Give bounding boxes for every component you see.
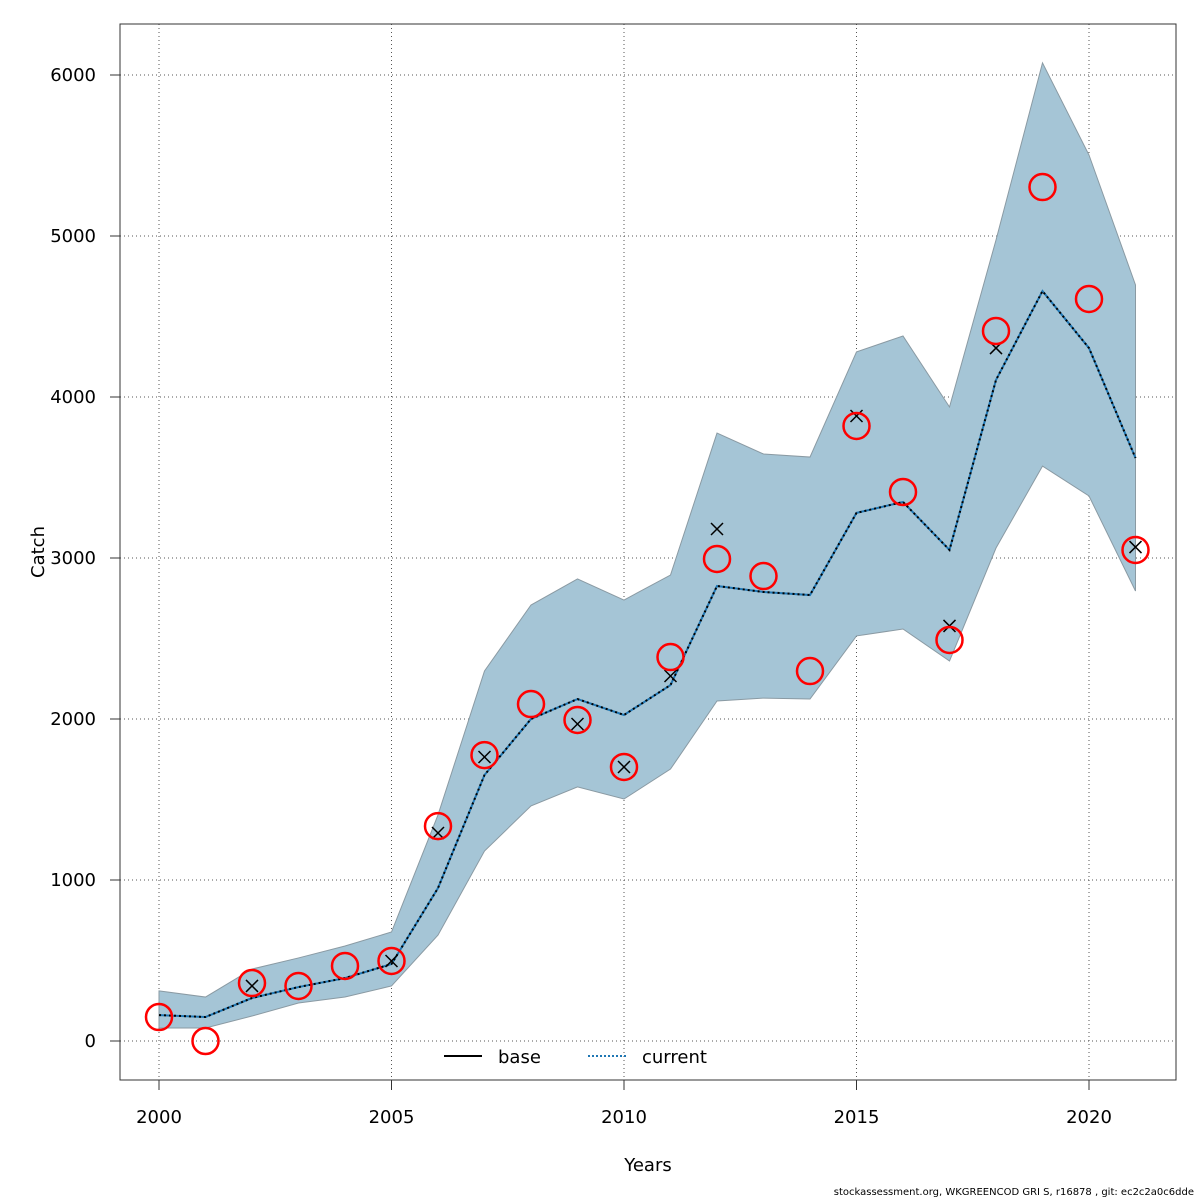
confidence-band-area [158, 61, 1136, 1029]
legend-base-label: base [498, 1047, 541, 1068]
y-tick-label: 0 [85, 1031, 96, 1052]
cross-point [617, 760, 631, 774]
y-tick-label: 5000 [50, 226, 96, 247]
cross-point [384, 954, 399, 968]
cross-point [710, 522, 724, 536]
observed-point [423, 811, 453, 841]
observed-point [842, 411, 871, 441]
observed-point [1074, 284, 1104, 314]
y-axis-label: Catch [28, 526, 49, 578]
observed-point [563, 705, 592, 735]
observed-point [470, 740, 499, 770]
x-tick-label: 2020 [1066, 1107, 1112, 1128]
observed-point [144, 1002, 174, 1032]
observed-point [1121, 535, 1150, 565]
observed-point [656, 642, 685, 672]
cross-point [663, 669, 678, 683]
x-tick-label: 2005 [369, 1107, 415, 1128]
cross-point [570, 717, 585, 731]
cross-stroke [710, 522, 724, 536]
cross-stroke [431, 826, 445, 840]
cross-point [1128, 540, 1143, 554]
observed-point [888, 477, 918, 507]
y-tick-label: 4000 [50, 387, 96, 408]
observed-point [237, 968, 267, 998]
x-tick-label: 2015 [834, 1107, 880, 1128]
cross-stroke [663, 669, 678, 683]
cross-stroke [1128, 540, 1143, 554]
cross-point [431, 826, 445, 840]
observed-point [377, 946, 406, 976]
cross-stroke [617, 760, 631, 774]
cross-stroke [849, 409, 864, 423]
confidence-band [158, 61, 1136, 1029]
point-marks [144, 172, 1150, 1056]
legend-current-label: current [642, 1047, 707, 1068]
x-tick-label: 2000 [136, 1107, 182, 1128]
y-tick-label: 3000 [50, 548, 96, 569]
observed-point [981, 316, 1011, 346]
observed-point [284, 971, 313, 1001]
legend: base current [444, 1047, 707, 1068]
y-tick-label: 1000 [50, 870, 96, 891]
observed-point [749, 561, 778, 591]
axes: 2000 2005 2010 2015 2020 0 1000 2000 3000 4000 500… [50, 65, 1112, 1128]
cross-stroke [570, 717, 585, 731]
cross-stroke [245, 979, 259, 993]
observed-point [330, 951, 360, 981]
x-tick-label: 2010 [601, 1107, 647, 1128]
y-tick-label: 2000 [50, 709, 96, 730]
observed-point [935, 625, 964, 655]
plot-frame [119, 23, 1177, 1081]
cross-stroke [384, 954, 399, 968]
cross-point [477, 750, 492, 764]
cross-stroke [477, 750, 492, 764]
observed-point [702, 544, 732, 574]
footer-credit: stockassessment.org, WKGREENCOD GRI S, r… [833, 1187, 1194, 1198]
observed-point [609, 752, 639, 782]
cross-point [245, 979, 259, 993]
y-tick-label: 6000 [50, 65, 96, 86]
observed-point [795, 656, 825, 686]
x-axis-label: Years [623, 1155, 672, 1176]
observed-point [516, 689, 546, 719]
series-lines [158, 289, 1137, 1019]
series-current-line [158, 289, 1137, 1019]
cross-point [849, 409, 864, 423]
observed-point [1028, 172, 1057, 202]
observed-point [191, 1026, 220, 1056]
